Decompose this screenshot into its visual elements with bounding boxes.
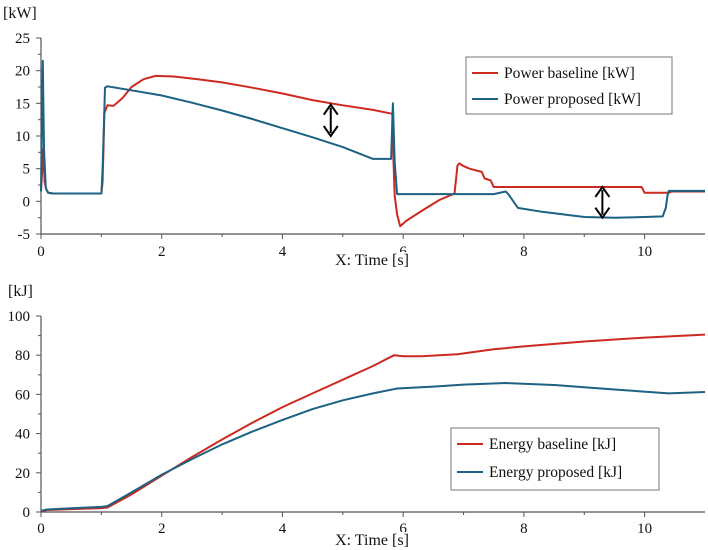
series-line-proposed [40,382,706,512]
arrow-head-top [322,102,339,116]
power-chart: [kW]-505101520250246810X: Time [s]Power … [3,5,705,269]
x-tick-label: 10 [637,521,652,537]
arrow-head-bottom [322,125,339,138]
energy-chart: [kJ] 0 20 40 60 80 100 0 2 4 6 8 10 X: Time [s] Energy… [8,283,706,549]
legend: Energy baseline [kJ] Energy proposed [kJ] [450,427,660,491]
x-tick-label: 8 [520,521,528,537]
double-arrow-annotation [594,185,611,220]
x-tick-label: 0 [37,521,45,537]
legend-box [450,427,660,491]
series-line-baseline [40,333,706,513]
legend-entry-proposed: Energy proposed [kJ] [489,464,622,481]
y-tick-label: 60 [15,387,30,403]
x-axis-label-backdrop [333,252,411,269]
y-tick-label: 20 [15,466,30,482]
x-tick-label: 4 [279,244,287,260]
legend-box [465,56,673,115]
y-tick-label: 100 [8,309,31,325]
y-tick-label: 40 [15,427,30,443]
x-tick-label: 8 [520,244,528,260]
y-unit-label: [kJ] [8,283,33,300]
x-tick-label: 6 [399,521,407,537]
x-tick-label: 0 [37,244,45,260]
legend: Power baseline [kW] Power proposed [kW] [465,56,673,115]
y-tick-label: 10 [15,129,30,145]
double-arrow-annotation [322,102,339,138]
arrow-head-top [594,185,611,198]
y-unit-label: [kW] [3,5,37,22]
x-tick-label: 2 [158,521,166,537]
legend-entry-baseline: Energy baseline [kJ] [489,436,616,453]
y-tick-label: 20 [15,64,30,80]
y-tick-label: 0 [23,505,31,521]
y-tick-label: 25 [15,31,30,47]
arrow-head-bottom [594,207,611,220]
y-tick-label: 5 [23,162,31,178]
x-axis-label: X: Time [s] [335,532,409,549]
y-tick-label: 0 [23,194,31,210]
y-tick-label: 15 [15,96,30,112]
x-axis-label: X: Time [s] [335,252,409,269]
x-tick-label: 4 [279,521,287,537]
series-line-proposed [40,59,705,219]
x-tick-label: 2 [158,244,166,260]
y-tick-label: 80 [15,348,30,364]
x-tick-label: 10 [637,244,652,260]
y-tick-label: -5 [18,227,31,243]
x-axis-label-backdrop [333,532,411,549]
legend-entry-proposed: Power proposed [kW] [504,91,641,108]
legend-entry-baseline: Power baseline [kW] [504,65,635,82]
